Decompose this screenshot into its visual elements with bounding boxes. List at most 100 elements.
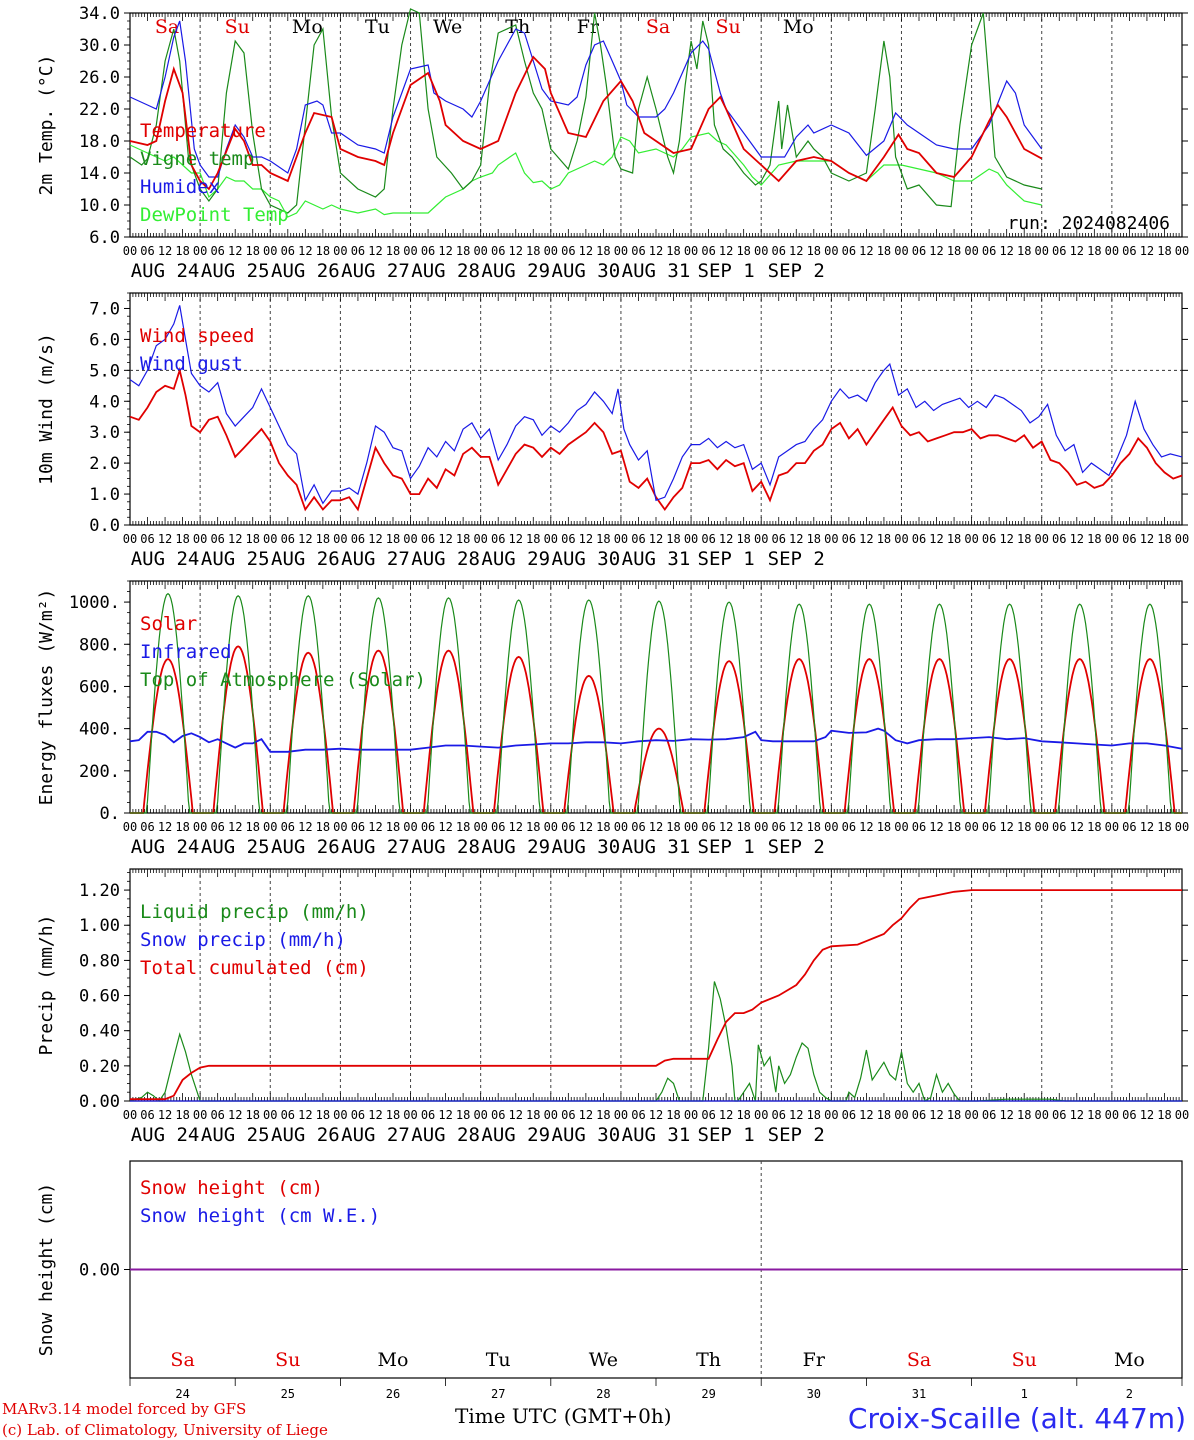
wind-hour-label: 00 [544, 532, 558, 546]
temp-weekday-label: Mo [292, 16, 323, 38]
precip-series-total-cumulated-cm- [130, 889, 1182, 1101]
temp-hour-label: 06 [912, 244, 926, 258]
wind-hour-label: 18 [807, 532, 821, 546]
wind-hour-label: 06 [210, 532, 224, 546]
energy-hour-label: 00 [754, 820, 768, 834]
energy-hour-label: 12 [438, 820, 452, 834]
wind-hour-label: 06 [561, 532, 575, 546]
precip-y-tick-label: 0.00 [79, 1092, 120, 1112]
temp-legend-temperature: Temperature [140, 120, 266, 142]
energy-hour-label: 06 [351, 820, 365, 834]
precip-hour-label: 06 [491, 1108, 505, 1122]
precip-hour-label: 00 [263, 1108, 277, 1122]
temp-hour-label: 18 [246, 244, 260, 258]
temp-hour-label: 12 [929, 244, 943, 258]
wind-hour-label: 00 [824, 532, 838, 546]
precip-hour-label: 12 [438, 1108, 452, 1122]
precip-hour-label: 18 [1157, 1108, 1171, 1122]
precip-legend-snow-precip-mm-h-: Snow precip (mm/h) [140, 929, 346, 951]
run-label: run: 2024082406 [1007, 213, 1170, 234]
wind-hour-label: 12 [579, 532, 593, 546]
energy-y-tick-label: 400. [79, 720, 120, 740]
energy-series-top-of-atmosphere-solar- [130, 592, 1182, 814]
precip-hour-label: 18 [316, 1108, 330, 1122]
wind-hour-label: 00 [684, 532, 698, 546]
energy-y-tick-label: 0. [100, 804, 120, 824]
precip-hour-label: 06 [210, 1108, 224, 1122]
energy-hour-label: 06 [1052, 820, 1066, 834]
temp-hour-label: 18 [386, 244, 400, 258]
precip-hour-label: 00 [894, 1108, 908, 1122]
precip-hour-label: 12 [859, 1108, 873, 1122]
precip-date-label: AUG 28 [411, 1124, 480, 1146]
precip-hour-label: 18 [246, 1108, 260, 1122]
temp-hour-label: 06 [561, 244, 575, 258]
wind-hour-label: 06 [631, 532, 645, 546]
temp-hour-label: 12 [509, 244, 523, 258]
temp-hour-label: 06 [701, 244, 715, 258]
wind-hour-label: 18 [596, 532, 610, 546]
energy-hour-label: 12 [929, 820, 943, 834]
precip-hour-label: 12 [228, 1108, 242, 1122]
energy-hour-label: 18 [1087, 820, 1101, 834]
precip-legend-liquid-precip-mm-h-: Liquid precip (mm/h) [140, 901, 369, 923]
wind-hour-label: 12 [859, 532, 873, 546]
precip-hour-label: 00 [824, 1108, 838, 1122]
temp-hour-label: 18 [1087, 244, 1101, 258]
snow-weekday-label: Sa [170, 1349, 194, 1371]
energy-hour-label: 00 [544, 820, 558, 834]
wind-legend-wind-speed: Wind speed [140, 325, 254, 347]
precip-date-label: AUG 30 [552, 1124, 621, 1146]
energy-date-label: AUG 24 [131, 836, 200, 858]
energy-date-label: SEP 1 [698, 836, 755, 858]
energy-hour-label: 18 [807, 820, 821, 834]
wind-date-label: AUG 30 [552, 548, 621, 570]
energy-date-label: AUG 31 [622, 836, 691, 858]
snow-weekday-label: We [589, 1349, 618, 1371]
time-axis-label: Time UTC (GMT+0h) [455, 1404, 672, 1428]
temp-hour-label: 00 [754, 244, 768, 258]
energy-hour-label: 12 [649, 820, 663, 834]
temp-hour-label: 12 [859, 244, 873, 258]
energy-y-tick-label: 200. [79, 762, 120, 782]
precip-hour-label: 06 [631, 1108, 645, 1122]
precip-hour-label: 06 [351, 1108, 365, 1122]
energy-hour-label: 06 [140, 820, 154, 834]
snow-day-number: 27 [491, 1387, 505, 1400]
snow-day-number: 31 [912, 1387, 926, 1400]
temp-y-tick-label: 34.0 [79, 4, 120, 24]
wind-hour-label: 12 [368, 532, 382, 546]
wind-date-label: AUG 26 [271, 548, 340, 570]
temp-hour-label: 18 [947, 244, 961, 258]
wind-date-label: SEP 2 [768, 548, 825, 570]
energy-hour-label: 12 [228, 820, 242, 834]
precip-hour-label: 00 [473, 1108, 487, 1122]
temp-legend-humidex: Humidex [140, 176, 220, 198]
precip-hour-label: 18 [456, 1108, 470, 1122]
temp-hour-label: 00 [824, 244, 838, 258]
wind-hour-label: 12 [1140, 532, 1154, 546]
precip-hour-label: 12 [649, 1108, 663, 1122]
precip-date-label: AUG 24 [131, 1124, 200, 1146]
precip-hour-label: 00 [1175, 1108, 1189, 1122]
wind-hour-label: 06 [140, 532, 154, 546]
snow-day-number: 2 [1126, 1387, 1133, 1400]
wind-hour-label: 00 [263, 532, 277, 546]
wind-hour-label: 12 [298, 532, 312, 546]
snow-y-axis-label: Snow height (cm) [36, 1183, 57, 1356]
temp-hour-label: 12 [298, 244, 312, 258]
precip-hour-label: 18 [386, 1108, 400, 1122]
temp-hour-label: 06 [982, 244, 996, 258]
wind-date-label: AUG 29 [481, 548, 550, 570]
precip-hour-label: 06 [561, 1108, 575, 1122]
temp-date-label: AUG 29 [481, 260, 550, 282]
energy-hour-label: 18 [1157, 820, 1171, 834]
energy-frame [129, 580, 1183, 814]
temp-hour-label: 00 [193, 244, 207, 258]
wind-date-label: AUG 31 [622, 548, 691, 570]
wind-hour-label: 18 [1017, 532, 1031, 546]
energy-hour-label: 12 [859, 820, 873, 834]
precip-hour-label: 12 [999, 1108, 1013, 1122]
energy-hour-label: 18 [877, 820, 891, 834]
wind-hour-label: 06 [281, 532, 295, 546]
